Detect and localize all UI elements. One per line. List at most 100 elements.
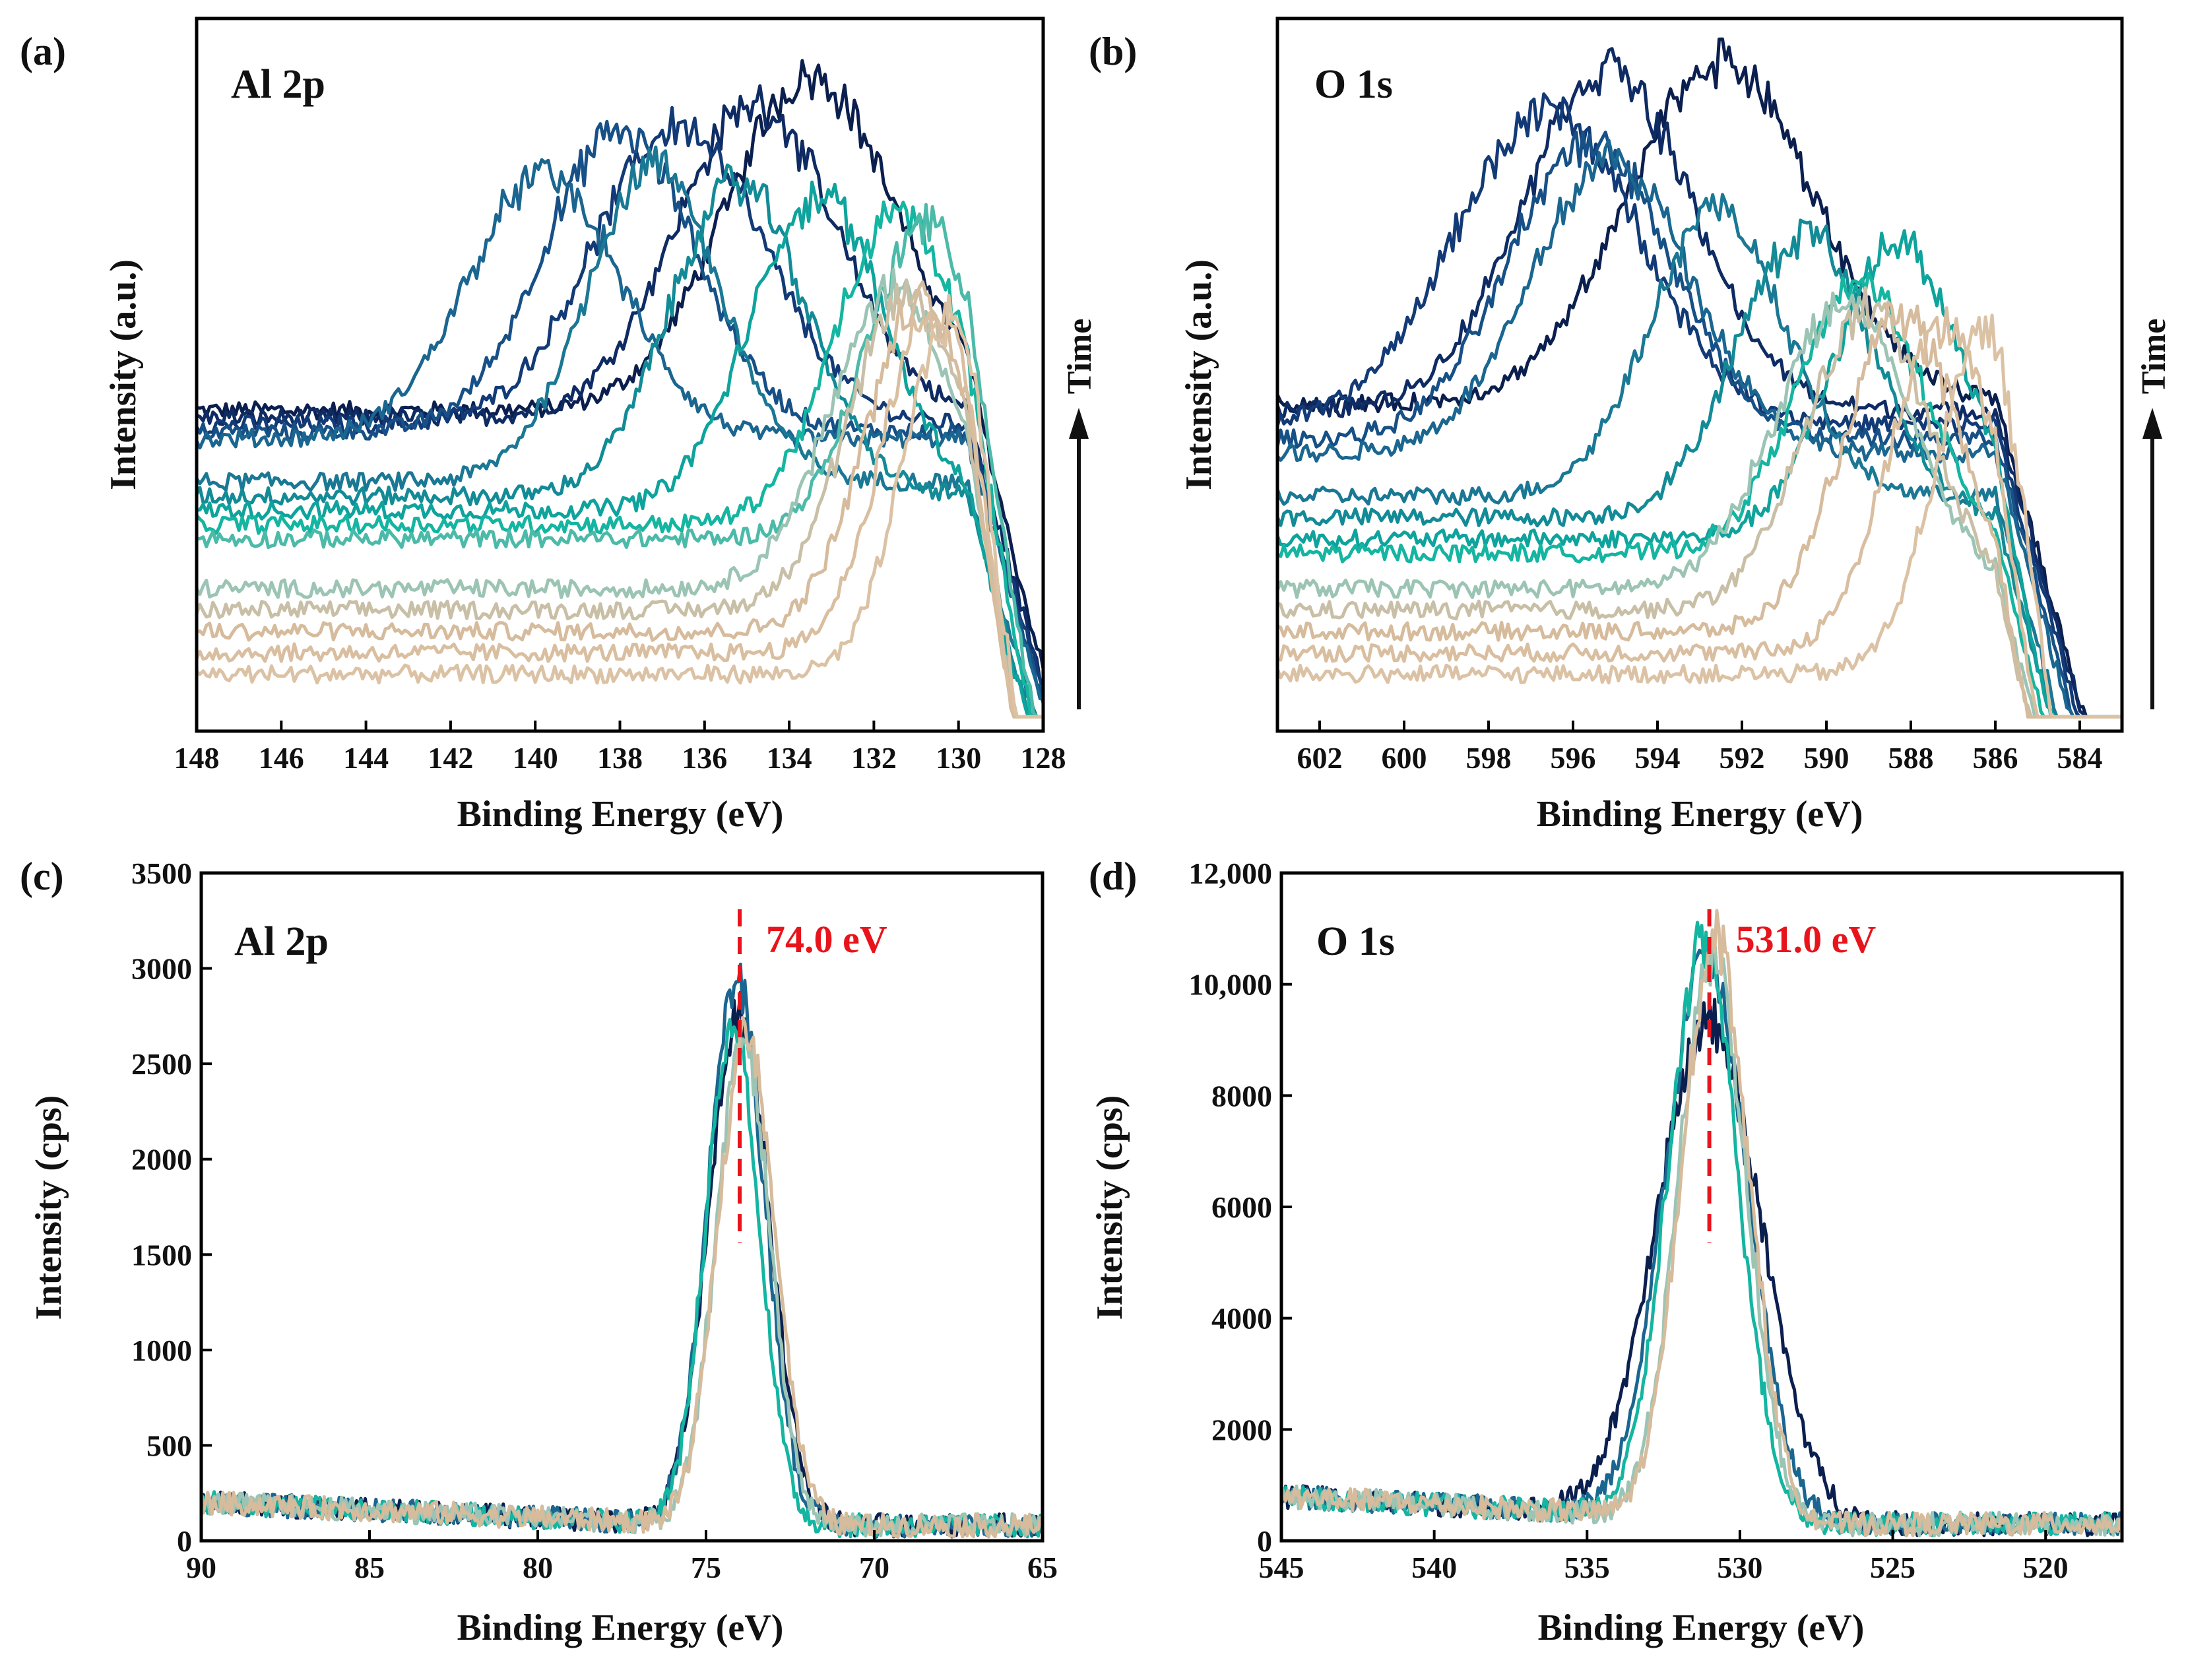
panel-d-series [1279,909,2124,1537]
series-line-t7 [195,163,1043,719]
x-tick-label: 535 [1564,1551,1610,1584]
x-tick-label: 592 [1720,741,1765,775]
x-tick-label: 584 [2057,741,2103,775]
panel-b-ticks: 602 600 598 596 594 592 590 588 586 584 [1297,721,2103,775]
panel-c-ticks: 90 85 80 75 70 65 0 500 1000 1500 2000 2500 3000 3500 [131,856,1058,1584]
panel-d-ticks: 545 540 535 530 525 520 0 2000 4000 6000 8000 10,00… [1189,856,2069,1584]
series-line-s5 [1280,909,2124,1537]
panel-a-title: Al 2p [231,62,325,107]
y-tick-label: 6000 [1211,1190,1272,1224]
series-line-t11 [195,267,1043,719]
series-line-t12 [1277,300,2122,719]
panel-b-time-arrow: Time [2135,319,2173,709]
series-line-t1 [1275,37,2122,719]
series-line-t15 [195,294,1043,719]
series-line-s1 [1279,998,2124,1537]
series-line-s5 [199,1016,1045,1539]
panel-d: (d) O 1s 545 540 535 530 525 520 0 2000 4000 6000… [1089,855,2124,1648]
x-tick-label: 545 [1259,1551,1304,1584]
panel-a-xlabel: Binding Energy (eV) [457,794,784,835]
series-line-t5 [195,158,1044,701]
x-tick-label: 132 [851,741,897,775]
panel-b: (b) O 1s 602 600 598 596 594 592 590 588 586 584 … [1089,16,2173,835]
panel-a-series [195,59,1045,719]
x-tick-label: 140 [513,741,558,775]
series-line-s4 [199,1038,1045,1539]
x-tick-label: 148 [174,741,220,775]
x-tick-label: 136 [682,741,727,775]
series-line-t8 [196,180,1043,719]
panel-a-letter: (a) [20,30,66,73]
y-tick-label: 4000 [1211,1302,1272,1336]
panel-b-ylabel: Intensity (a.u.) [1178,259,1219,490]
series-line-t3 [1275,92,2122,719]
x-tick-label: 144 [343,741,389,775]
panel-d-ylabel: Intensity (cps) [1089,1095,1130,1320]
panel-c-title: Al 2p [234,919,329,964]
y-tick-label: 1000 [131,1334,192,1367]
panel-b-series [1275,37,2122,719]
panel-c-annotation: 74.0 eV [738,909,887,1243]
series-line-t5 [1276,139,2122,719]
y-tick-label: 2000 [1211,1413,1272,1446]
annotation-label: 531.0 eV [1736,918,1877,961]
series-line-t4 [1275,130,2122,719]
series-line-t13 [1277,306,2122,719]
y-tick-label: 0 [1257,1524,1272,1558]
series-line-t9 [195,200,1043,719]
x-tick-label: 70 [859,1551,889,1584]
panel-d-xlabel: Binding Energy (eV) [1538,1607,1865,1648]
x-tick-label: 75 [691,1551,721,1584]
panel-c-series [199,962,1045,1539]
series-line-s1 [199,990,1045,1539]
series-line-t6 [195,145,1043,719]
panel-b-title: O 1s [1314,62,1393,107]
series-line-t3 [195,106,1045,686]
x-tick-label: 90 [186,1551,216,1584]
panel-d-title: O 1s [1316,919,1395,964]
y-tick-label: 3000 [131,952,192,986]
panel-c-xlabel: Binding Energy (eV) [457,1607,784,1648]
x-tick-label: 594 [1635,741,1681,775]
x-tick-label: 525 [1870,1551,1915,1584]
series-line-s3 [199,1018,1045,1539]
x-tick-label: 590 [1804,741,1849,775]
y-tick-label: 10,000 [1189,968,1273,1002]
x-tick-label: 520 [2023,1551,2069,1584]
series-line-t10 [196,203,1043,719]
x-tick-label: 598 [1466,741,1512,775]
panel-a-time-label: Time [1061,319,1099,395]
y-tick-label: 1500 [131,1238,192,1272]
x-tick-label: 540 [1411,1551,1457,1584]
series-line-s2 [199,962,1045,1539]
x-tick-label: 146 [259,741,304,775]
series-line-t6 [1275,193,2122,719]
y-tick-label: 3500 [131,856,192,890]
x-tick-label: 588 [1888,741,1934,775]
y-tick-label: 500 [146,1429,192,1462]
panel-b-time-label: Time [2135,319,2173,395]
x-tick-label: 128 [1021,741,1066,775]
x-tick-label: 130 [936,741,981,775]
x-tick-label: 85 [354,1551,385,1584]
panel-b-letter: (b) [1089,30,1137,73]
series-line-t13 [196,280,1043,719]
panel-c: (c) Al 2p 90 85 80 75 70 65 0 500 1000 1500 2000 25… [20,855,1058,1648]
x-tick-label: 65 [1027,1551,1058,1584]
x-tick-label: 596 [1551,741,1596,775]
series-line-t1 [196,59,1045,669]
x-tick-label: 138 [597,741,643,775]
x-tick-label: 142 [428,741,473,775]
panel-a: (a) Al 2p 148 146 144 142 140 138 136 134 132 130… [20,16,1099,835]
y-tick-label: 0 [177,1524,192,1558]
y-tick-label: 2000 [131,1143,192,1177]
x-tick-label: 586 [1973,741,2018,775]
series-line-t4 [195,119,1045,704]
panel-a-ticks: 148 146 144 142 140 138 136 134 132 130 128 [174,721,1066,775]
panel-b-xlabel: Binding Energy (eV) [1537,794,1863,835]
y-tick-label: 8000 [1211,1079,1272,1113]
series-line-t14 [1275,313,2122,719]
y-tick-label: 2500 [131,1047,192,1081]
panel-d-letter: (d) [1089,855,1137,898]
